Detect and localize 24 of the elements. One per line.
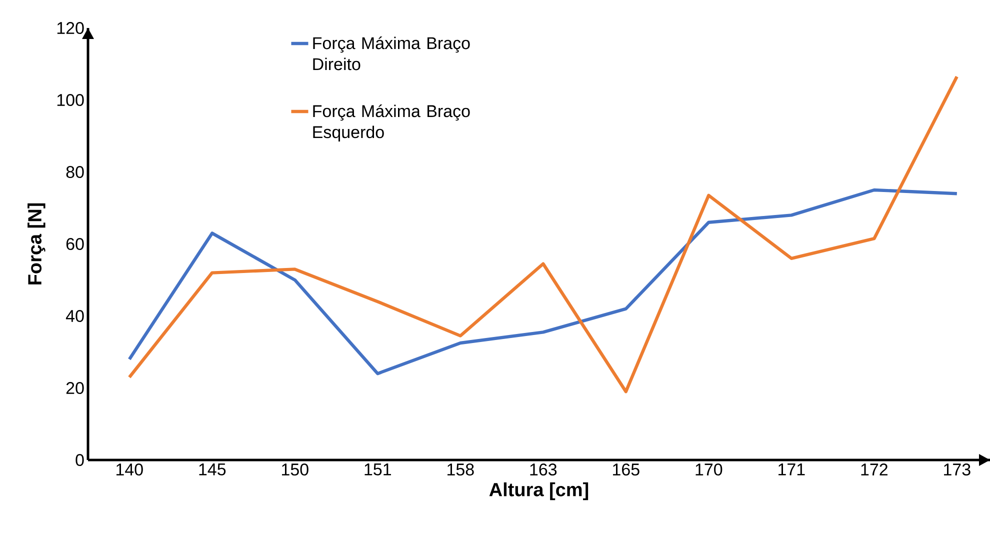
y-tick-label: 40 xyxy=(66,310,84,322)
y-tick-label: 100 xyxy=(57,94,84,106)
legend-label: Força Máxima Braço Direito xyxy=(313,36,470,70)
x-tick-label: 172 xyxy=(861,464,888,476)
line-series xyxy=(128,74,959,394)
x-tick-label: 140 xyxy=(116,464,143,476)
y-tick-label: 120 xyxy=(57,22,84,34)
y-tick-label: 60 xyxy=(66,238,84,250)
x-axis-title: Altura [cm] xyxy=(489,482,588,500)
x-tick-label: 173 xyxy=(944,464,970,476)
y-tick-label: 20 xyxy=(66,382,84,394)
x-tick-label: 150 xyxy=(282,464,308,476)
x-tick-label: 165 xyxy=(613,464,640,476)
legend-label: Força Máxima Braço Esquerdo xyxy=(313,104,470,142)
y-tick-label: 0 xyxy=(76,454,84,466)
x-tick-label: 170 xyxy=(696,464,722,476)
x-tick-label: 158 xyxy=(448,464,474,476)
x-tick-label: 145 xyxy=(199,464,226,476)
y-tick-label: 80 xyxy=(66,166,84,178)
x-tick-label: 163 xyxy=(530,464,557,476)
y-axis-title: Força [N] xyxy=(28,203,46,284)
line-series xyxy=(128,188,959,376)
x-tick-label: 171 xyxy=(778,464,805,476)
x-tick-label: 151 xyxy=(364,464,391,476)
